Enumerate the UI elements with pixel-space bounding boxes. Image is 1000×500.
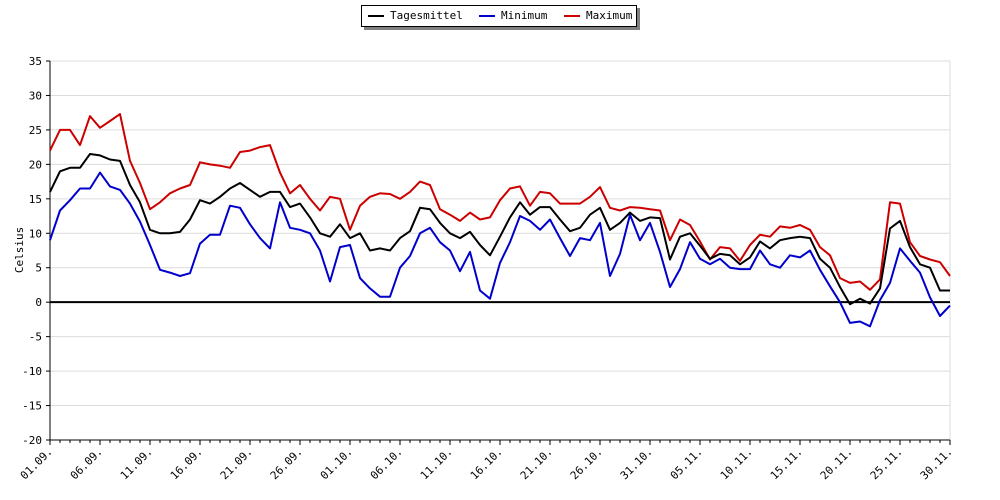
series-line-tagesmittel xyxy=(49,153,950,306)
y-tick-label: -10 xyxy=(22,365,42,378)
series-lines xyxy=(49,113,951,328)
y-tick-label: 30 xyxy=(29,89,42,102)
x-tick-label: 21.10. xyxy=(518,445,555,482)
series-line-maximum xyxy=(49,113,951,291)
y-tick-label: -20 xyxy=(22,434,42,447)
y-tick-label: 10 xyxy=(29,227,42,240)
y-tick-labels: 35 30 25 20 15 10 5 0 -5 -10 -15 -20 xyxy=(22,55,42,447)
y-tick-label: 35 xyxy=(29,55,42,68)
y-tick-label: -15 xyxy=(22,400,42,413)
x-tick-label: 16.10. xyxy=(468,445,505,482)
x-tick-label: 06.10. xyxy=(368,445,405,482)
y-axis-label: Celsius xyxy=(13,227,26,273)
y-tick-label: 15 xyxy=(29,193,42,206)
x-tick-labels: 01.09. 06.09. 11.09. 16.09. 21.09. 26.09. 01.1… xyxy=(18,445,955,482)
series-line-minimum xyxy=(49,171,951,328)
y-tick-label: 0 xyxy=(35,296,42,309)
legend-label-tagesmittel: Tagesmittel xyxy=(390,9,463,22)
x-tick-label: 01.10. xyxy=(318,445,355,482)
x-tick-label: 21.09. xyxy=(218,445,255,482)
x-tick-label: 20.11. xyxy=(818,445,855,482)
y-tick-label: 25 xyxy=(29,124,42,137)
x-tick-label: 25.11. xyxy=(868,445,905,482)
x-tick-label: 06.09. xyxy=(68,445,105,482)
x-tick-label: 31.10. xyxy=(618,445,655,482)
y-tick-label: 20 xyxy=(29,158,42,171)
x-tick-label: 11.10. xyxy=(418,445,455,482)
x-tick-label: 01.09. xyxy=(18,445,55,482)
x-tick-label: 05.11. xyxy=(668,445,705,482)
y-tick-label: -5 xyxy=(29,331,42,344)
legend-label-maximum: Maximum xyxy=(586,9,633,22)
x-tick-label: 26.09. xyxy=(268,445,305,482)
x-tick-label: 15.11. xyxy=(768,445,805,482)
legend-swatch-tagesmittel xyxy=(368,15,384,17)
axes xyxy=(46,60,951,445)
legend-label-minimum: Minimum xyxy=(501,9,548,22)
x-tick-label: 10.11. xyxy=(718,445,755,482)
x-tick-label: 16.09. xyxy=(168,445,205,482)
legend-swatch-minimum xyxy=(479,15,495,17)
y-tick-label: 5 xyxy=(35,262,42,275)
legend: Tagesmittel Minimum Maximum xyxy=(361,5,637,27)
x-tick-label: 26.10. xyxy=(568,445,605,482)
x-tick-label: 30.11. xyxy=(918,445,955,482)
legend-swatch-maximum xyxy=(564,15,580,17)
x-tick-label: 11.09. xyxy=(118,445,155,482)
